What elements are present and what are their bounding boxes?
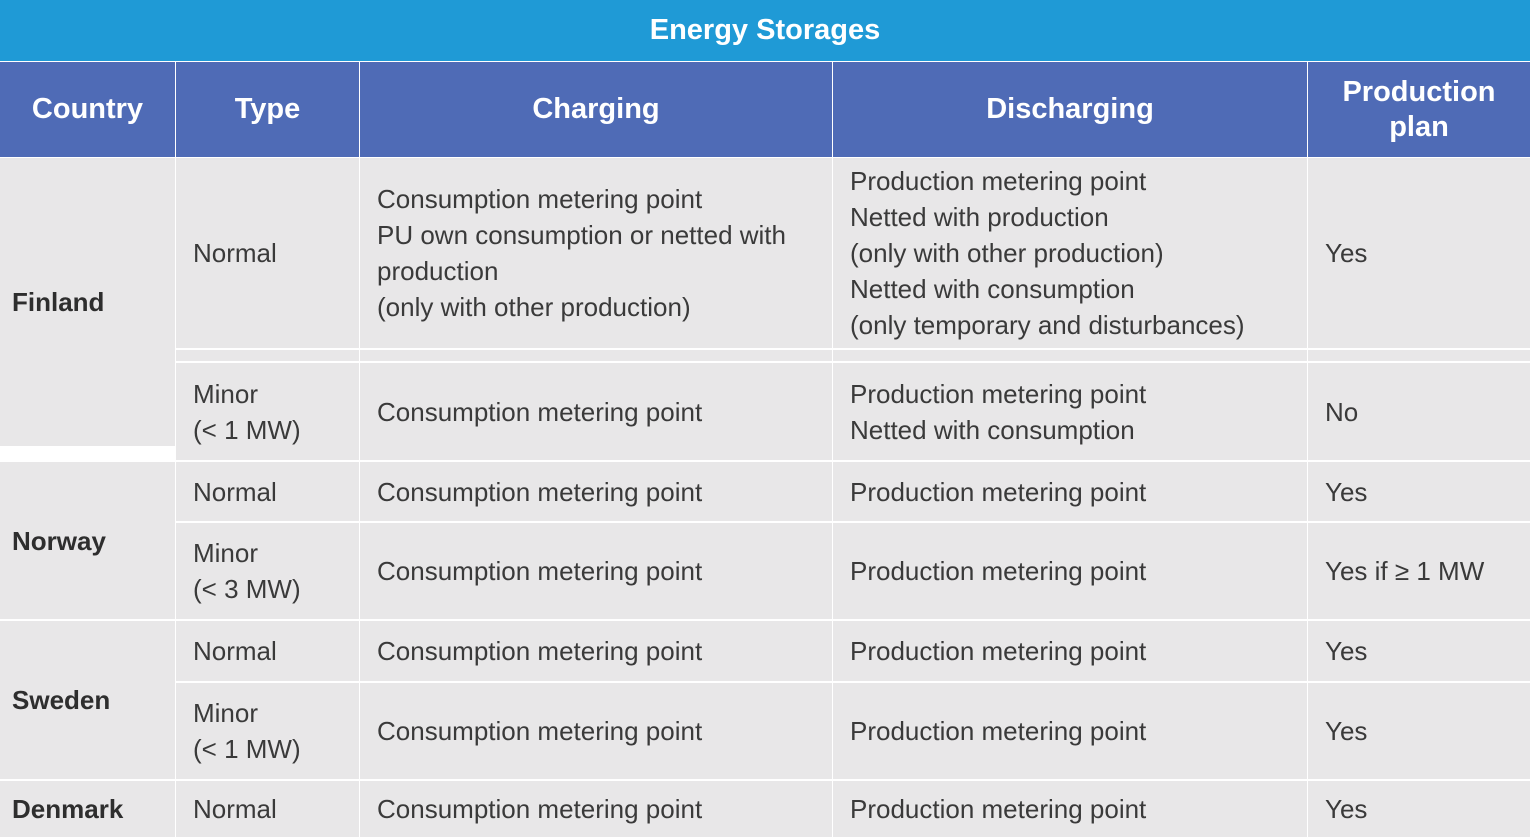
type-line: (< 3 MW) xyxy=(193,574,301,604)
discharging-cell: Production metering point xyxy=(833,462,1307,521)
type-line: Normal xyxy=(193,476,277,507)
header-row: Country Type Charging Discharging Produc… xyxy=(0,61,1530,157)
charging-line: Consumption metering point xyxy=(377,636,703,666)
discharging-cell: Production metering point xyxy=(833,683,1307,779)
table-title: Energy Storages xyxy=(0,0,1530,61)
discharging-cell: Production metering point Netted with pr… xyxy=(833,158,1307,348)
country-cell-sweden: Sweden xyxy=(0,621,175,779)
charging-line: production xyxy=(377,256,499,286)
type-cell: Normal xyxy=(176,621,359,681)
discharging-cell: Production metering point xyxy=(833,781,1307,837)
country-cell-finland: Finland xyxy=(0,158,175,446)
spacer-cell xyxy=(176,350,359,361)
discharging-cell: Production metering point Netted with co… xyxy=(833,363,1307,460)
charging-cell: Consumption metering point xyxy=(360,462,832,521)
plan-cell: Yes xyxy=(1308,781,1530,837)
plan-value: Yes xyxy=(1325,794,1368,824)
type-line: Normal xyxy=(193,794,277,824)
header-plan-line1: Production xyxy=(1342,75,1496,108)
charging-cell: Consumption metering point xyxy=(360,363,832,460)
country-cell-norway: Norway xyxy=(0,462,175,619)
discharging-cell: Production metering point xyxy=(833,621,1307,681)
plan-value: Yes if ≥ 1 MW xyxy=(1325,556,1485,586)
plan-value: No xyxy=(1325,396,1359,427)
header-discharging: Discharging xyxy=(833,62,1307,157)
plan-value: Yes xyxy=(1325,476,1368,507)
type-line: Minor xyxy=(193,698,259,728)
charging-line: Consumption metering point xyxy=(377,184,703,214)
charging-cell: Consumption metering point xyxy=(360,781,832,837)
discharging-line: Netted with consumption xyxy=(850,274,1135,304)
header-type: Type xyxy=(176,62,359,157)
plan-value: Yes xyxy=(1325,636,1368,666)
type-cell: Minor (< 1 MW) xyxy=(176,363,359,460)
plan-value: Yes xyxy=(1325,238,1368,268)
charging-line: PU own consumption or netted with xyxy=(377,220,786,250)
charging-line: Consumption metering point xyxy=(377,556,703,586)
type-line: Minor xyxy=(193,378,259,409)
type-line: Normal xyxy=(193,238,277,268)
type-line: (< 1 MW) xyxy=(193,734,301,764)
charging-line: Consumption metering point xyxy=(377,396,703,427)
type-line: Minor xyxy=(193,538,259,568)
discharging-line: Production metering point xyxy=(850,378,1147,409)
type-cell: Minor (< 1 MW) xyxy=(176,683,359,779)
discharging-line: (only with other production) xyxy=(850,238,1164,268)
spacer-cell xyxy=(1308,350,1530,361)
header-charging: Charging xyxy=(360,62,832,157)
charging-line: (only with other production) xyxy=(377,292,691,322)
charging-line: Consumption metering point xyxy=(377,476,703,507)
type-cell: Normal xyxy=(176,158,359,348)
spacer-cell xyxy=(833,350,1307,361)
type-cell: Minor (< 3 MW) xyxy=(176,523,359,619)
type-line: (< 1 MW) xyxy=(193,414,301,445)
charging-line: Consumption metering point xyxy=(377,716,703,746)
charging-line: Consumption metering point xyxy=(377,794,703,824)
plan-cell: No xyxy=(1308,363,1530,460)
header-production-plan: Production plan xyxy=(1308,62,1530,157)
header-plan-line2: plan xyxy=(1389,110,1449,143)
plan-cell: Yes xyxy=(1308,683,1530,779)
discharging-line: Production metering point xyxy=(850,716,1147,746)
plan-cell: Yes if ≥ 1 MW xyxy=(1308,523,1530,619)
discharging-line: Production metering point xyxy=(850,476,1147,507)
discharging-line: Production metering point xyxy=(850,636,1147,666)
discharging-line: Production metering point xyxy=(850,166,1147,196)
discharging-cell: Production metering point xyxy=(833,523,1307,619)
plan-cell: Yes xyxy=(1308,621,1530,681)
type-cell: Normal xyxy=(176,781,359,837)
discharging-line: Netted with production xyxy=(850,202,1109,232)
charging-cell: Consumption metering point xyxy=(360,523,832,619)
charging-cell: Consumption metering point xyxy=(360,683,832,779)
discharging-line: (only temporary and disturbances) xyxy=(850,310,1245,340)
country-cell-denmark: Denmark xyxy=(0,781,175,837)
plan-value: Yes xyxy=(1325,716,1368,746)
type-cell: Normal xyxy=(176,462,359,521)
spacer-cell xyxy=(360,350,832,361)
charging-cell: Consumption metering point PU own consum… xyxy=(360,158,832,348)
charging-cell: Consumption metering point xyxy=(360,621,832,681)
plan-cell: Yes xyxy=(1308,158,1530,348)
discharging-line: Production metering point xyxy=(850,556,1147,586)
type-line: Normal xyxy=(193,636,277,666)
plan-cell: Yes xyxy=(1308,462,1530,521)
discharging-line: Production metering point xyxy=(850,794,1147,824)
header-country: Country xyxy=(0,62,175,157)
discharging-line: Netted with consumption xyxy=(850,414,1135,445)
